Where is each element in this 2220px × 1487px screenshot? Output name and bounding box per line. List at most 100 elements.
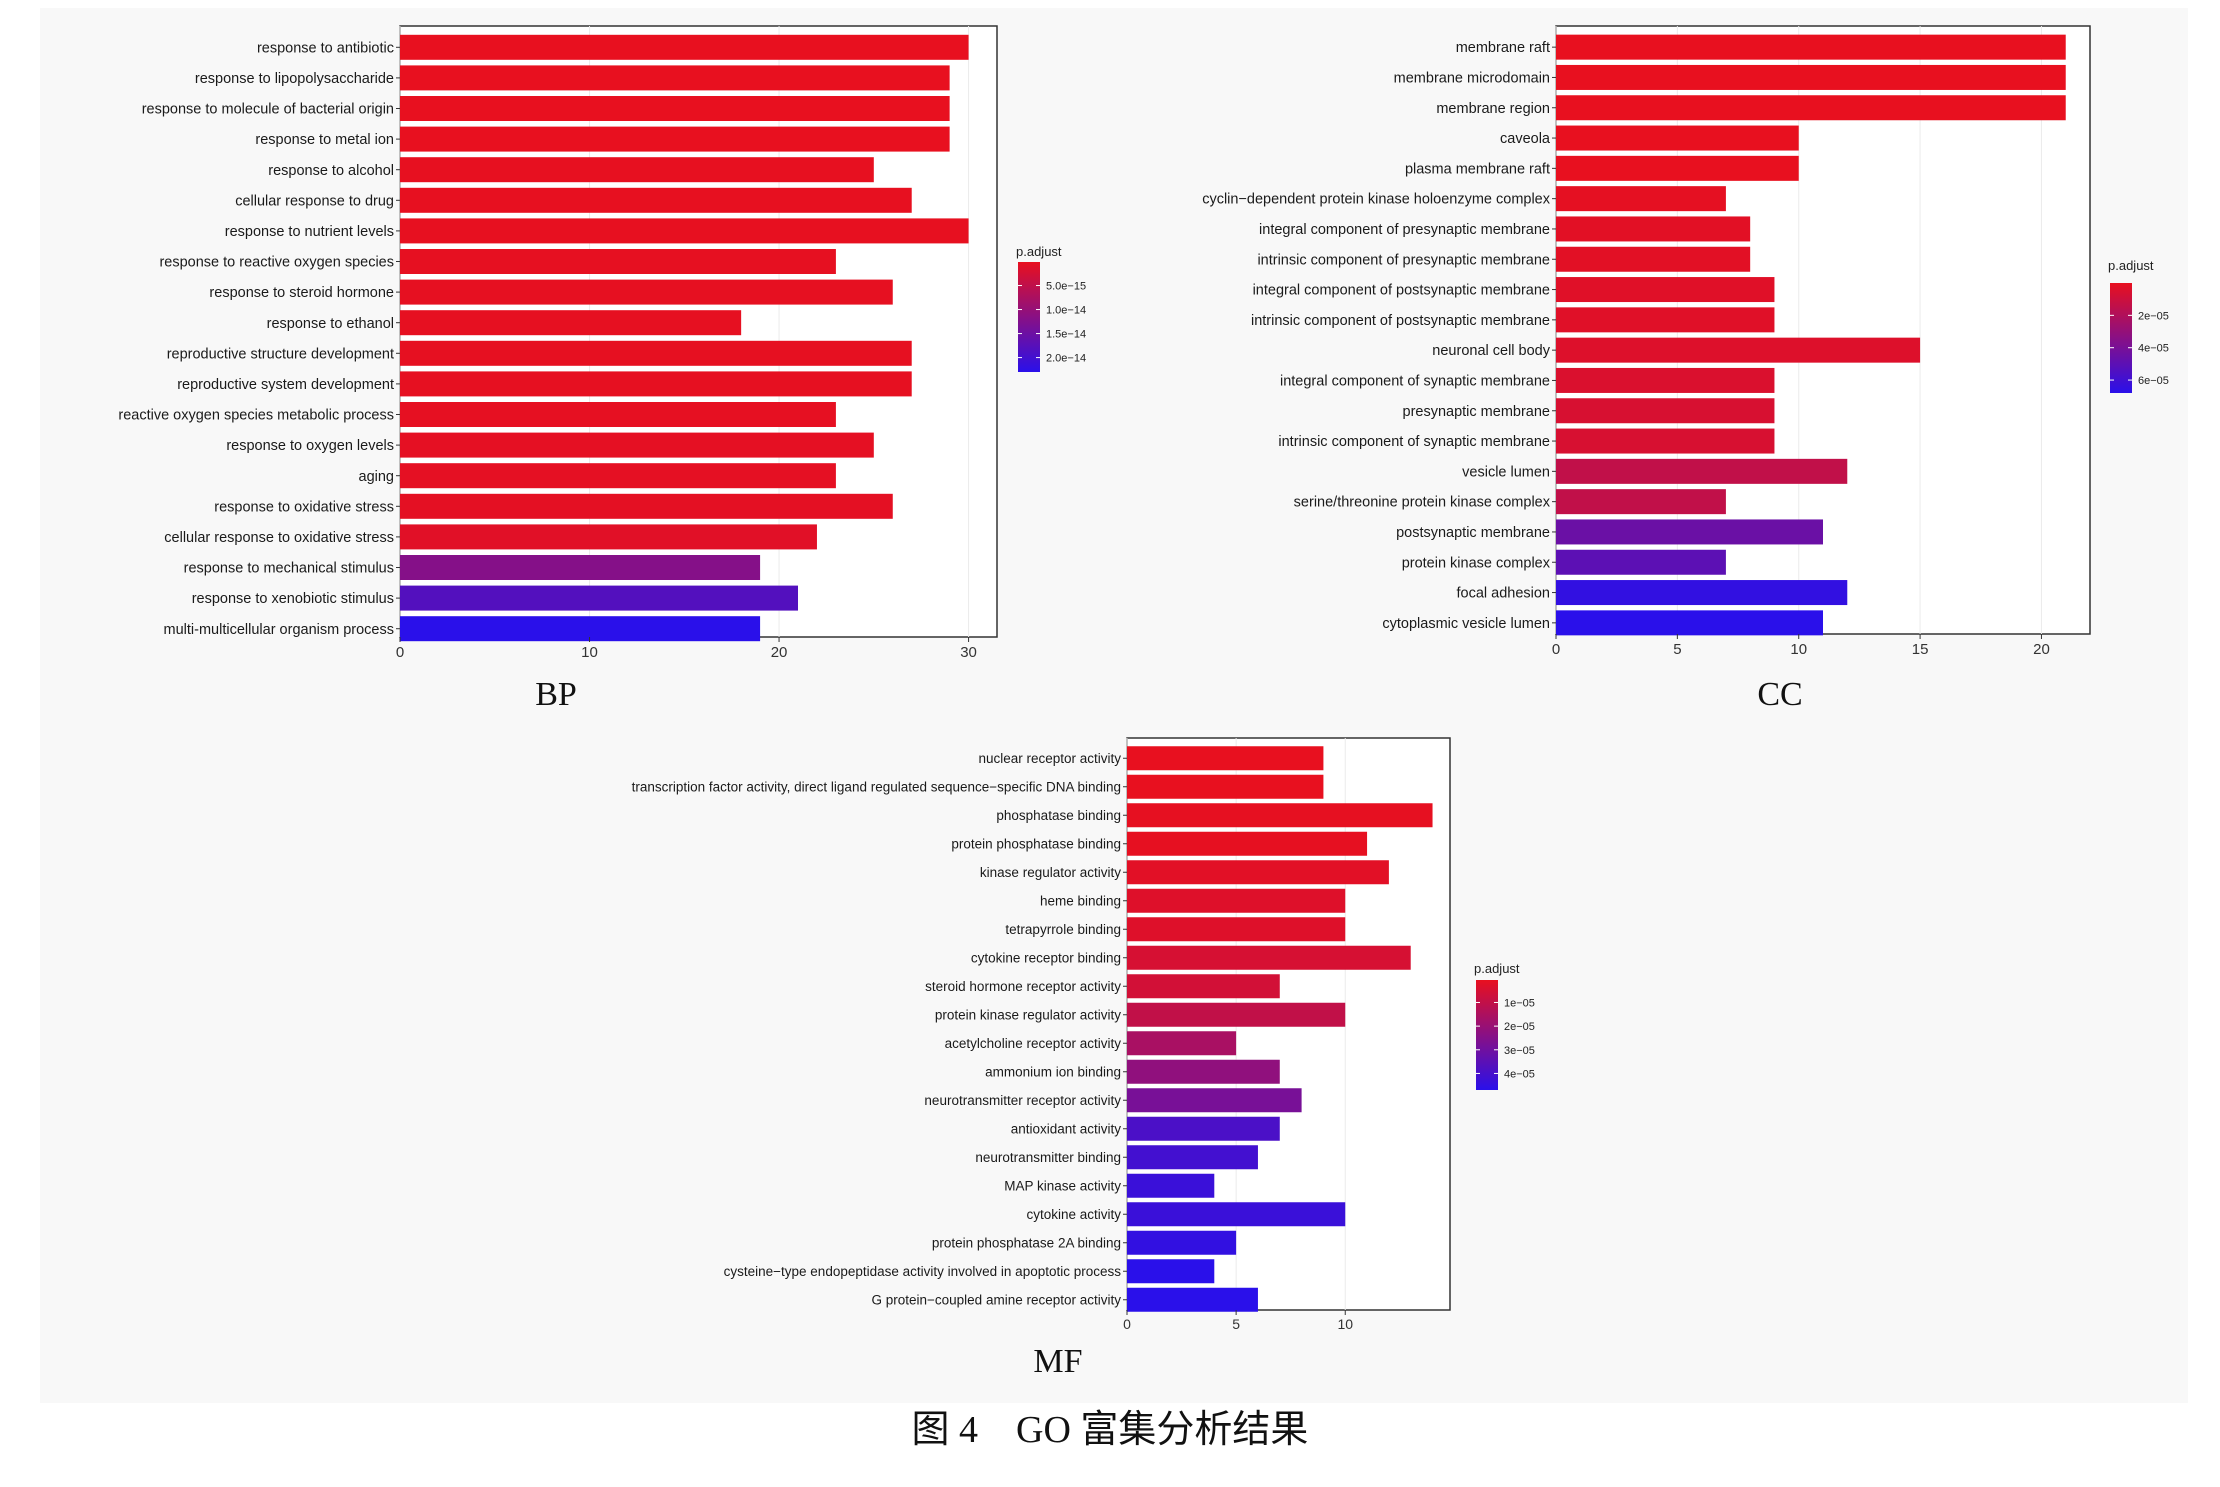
bar	[400, 279, 893, 305]
category-label: postsynaptic membrane	[1396, 525, 1550, 541]
bar	[1127, 1287, 1258, 1312]
go-enrichment-figure: response to antibiotic response to lipopo…	[118, 25, 2169, 1380]
bar	[1127, 1059, 1280, 1084]
bar	[1556, 610, 1823, 636]
bar	[1127, 746, 1324, 771]
category-label: integral component of presynaptic membra…	[1259, 222, 1550, 238]
category-label: focal adhesion	[1456, 586, 1550, 602]
category-label: aging	[359, 469, 394, 485]
x-tick-label: 30	[960, 644, 977, 661]
bar	[1556, 64, 2066, 90]
bar	[1556, 367, 1775, 393]
bar	[1127, 1173, 1215, 1198]
bar	[400, 65, 950, 91]
category-label: reproductive system development	[177, 377, 394, 393]
x-tick-label: 0	[1552, 641, 1560, 658]
bar	[400, 402, 836, 427]
category-label: integral component of postsynaptic membr…	[1253, 283, 1550, 299]
bar	[1556, 549, 1726, 575]
category-label: G protein−coupled amine receptor activit…	[871, 1292, 1121, 1307]
x-tick-label: 10	[1790, 641, 1807, 658]
legend-label: 5.0e−15	[1046, 281, 1086, 293]
x-tick-label: 15	[1912, 641, 1929, 658]
category-label: antioxidant activity	[1011, 1121, 1122, 1136]
legend-label: 2e−05	[2138, 310, 2169, 322]
category-label: heme binding	[1040, 893, 1121, 908]
legend-colorbar	[1018, 262, 1040, 372]
category-label: phosphatase binding	[996, 808, 1121, 823]
bar	[400, 524, 817, 550]
bar	[1556, 125, 1799, 151]
bar	[1556, 458, 1848, 484]
category-label: response to steroid hormone	[209, 285, 394, 301]
x-tick-label: 5	[1673, 641, 1681, 658]
legend: p.adjust 2e−05 4e−05 6e−05	[2108, 258, 2169, 393]
bar	[1556, 186, 1726, 212]
category-label: transcription factor activity, direct li…	[632, 779, 1121, 794]
bar	[1127, 1116, 1280, 1141]
bar	[1556, 428, 1775, 454]
category-label: neurotransmitter receptor activity	[924, 1093, 1121, 1108]
category-label: plasma membrane raft	[1405, 161, 1550, 177]
bar	[1556, 337, 1921, 363]
category-label: intrinsic component of postsynaptic memb…	[1251, 313, 1550, 329]
bar	[400, 218, 969, 244]
category-label: response to metal ion	[255, 132, 394, 148]
legend-label: 4e−05	[1504, 1068, 1535, 1080]
legend: p.adjust 5.0e−15 1.0e−14 1.5e−14 2.0e−14	[1016, 244, 1086, 372]
x-tick-label: 10	[1337, 1316, 1353, 1332]
bar	[400, 463, 836, 489]
x-tick-label: 0	[396, 644, 404, 661]
category-label: kinase regulator activity	[980, 865, 1121, 880]
category-label: membrane region	[1436, 101, 1550, 117]
category-label: response to alcohol	[268, 163, 394, 179]
legend-label: 1.0e−14	[1046, 305, 1086, 317]
x-tick-label: 20	[771, 644, 788, 661]
bar	[1127, 974, 1280, 999]
legend-colorbar	[2110, 283, 2132, 393]
figure-caption: 图 4 GO 富集分析结果	[911, 1409, 1309, 1451]
bar	[1127, 1202, 1346, 1227]
category-label: caveola	[1500, 131, 1551, 147]
bar	[1556, 580, 1848, 606]
category-label: neurotransmitter binding	[975, 1150, 1121, 1165]
panel-label: CC	[1757, 676, 1802, 713]
bar	[1556, 34, 2066, 60]
panel-cc: membrane raft membrane microdomain membran…	[1202, 25, 2169, 713]
bar	[1127, 1031, 1237, 1056]
x-tick-label: 20	[2033, 641, 2050, 658]
legend-label: 2.0e−14	[1046, 353, 1086, 365]
bar	[1556, 95, 2066, 121]
category-label: cytoplasmic vesicle lumen	[1382, 616, 1550, 632]
category-label: response to molecule of bacterial origin	[142, 102, 394, 118]
legend-label: 6e−05	[2138, 375, 2169, 387]
category-label: presynaptic membrane	[1403, 404, 1551, 420]
bar	[400, 340, 912, 366]
bar	[1127, 945, 1411, 970]
bar	[1556, 216, 1751, 242]
bar	[1556, 307, 1775, 333]
category-label: response to ethanol	[267, 316, 394, 332]
category-label: response to reactive oxygen species	[159, 255, 394, 271]
bar	[1127, 1145, 1258, 1170]
category-label: response to antibiotic	[257, 40, 394, 56]
bar	[1127, 917, 1346, 942]
panel-mf: nuclear receptor activity transcription f…	[632, 737, 1535, 1380]
bar	[1556, 155, 1799, 181]
category-label: membrane raft	[1456, 40, 1550, 56]
category-label: response to nutrient levels	[225, 224, 394, 240]
bar	[1556, 246, 1751, 272]
category-label: membrane microdomain	[1394, 71, 1550, 87]
bar	[400, 493, 893, 519]
bar	[400, 187, 912, 213]
bar	[400, 34, 969, 60]
bar	[400, 96, 950, 121]
panel-label: BP	[535, 676, 577, 713]
panel-bp: response to antibiotic response to lipopo…	[118, 25, 1086, 713]
category-label: serine/threonine protein kinase complex	[1294, 495, 1551, 511]
legend: p.adjust 1e−05 2e−05 3e−05 4e−05	[1474, 961, 1535, 1090]
category-label: cellular response to oxidative stress	[164, 530, 394, 546]
category-label: protein kinase regulator activity	[935, 1007, 1121, 1022]
legend-label: 2e−05	[1504, 1021, 1535, 1033]
bar	[1127, 803, 1433, 828]
